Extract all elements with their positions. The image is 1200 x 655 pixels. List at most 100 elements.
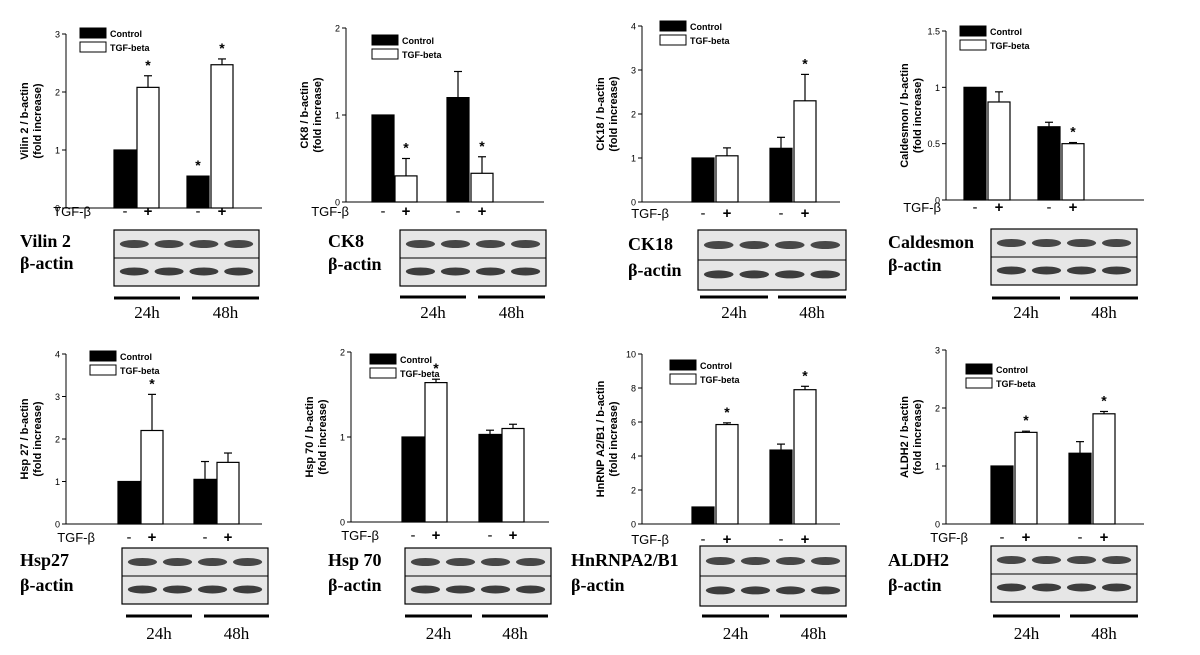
legend-swatch [959,25,987,37]
legend-swatch [965,363,993,375]
y-axis-label-line: (fold increase) [312,77,324,153]
treatment-sign: - [701,531,706,548]
protein-name: CK8 [328,231,364,251]
tgf-bar-24h [715,155,739,203]
treatment-label: TGF-β [57,530,95,545]
treatment-sign: - [1000,529,1005,546]
actin-band [232,585,263,594]
treatment-label: TGF-β [311,204,349,219]
protein-name: Hsp 70 [328,550,382,570]
treatment-sign: + [1069,199,1078,216]
protein-band [775,557,806,565]
y-tick-label: 0 [340,518,345,528]
y-axis-label-line: (fold increase) [912,399,924,475]
treatment-sign: + [1100,529,1109,546]
legend-swatch [79,27,107,39]
protein-band [162,558,193,566]
y-tick-label: 0 [335,198,340,208]
protein-band [774,241,805,249]
treatment-label: TGF-β [341,528,379,543]
control-bar-24h [691,157,715,203]
actin-band [162,585,193,594]
loading-control-name: β-actin [888,575,941,595]
protein-band [154,240,184,248]
y-tick-label: 2 [55,435,60,445]
tgf-bar-48h [793,389,817,525]
actin-band [1101,583,1132,592]
protein-name: Hsp27 [20,550,69,570]
legend-label: TGF-beta [700,375,740,385]
protein-band [996,556,1027,564]
treatment-sign: + [1022,529,1031,546]
treatment-sign: + [723,205,732,222]
treatment-sign: - [127,529,132,546]
y-tick-label: 4 [631,22,636,32]
control-bar-48h [1037,126,1061,201]
legend-label: Control [990,27,1022,37]
actin-band [1066,583,1097,592]
protein-band [480,558,511,566]
legend-label: TGF-beta [400,369,440,379]
y-tick-label: 1.5 [927,27,940,37]
actin-band [1066,266,1097,275]
control-bar-24h [990,465,1014,525]
protein-name: Vilin 2 [20,231,71,251]
y-axis-label-line: CK18 / b-actin [595,77,607,151]
legend-label: Control [402,36,434,46]
timepoint-label-24h: 24h [420,303,446,322]
treatment-label: TGF-β [631,532,669,547]
y-axis-label: Hsp 27 / b-actin (fold increase) [19,398,44,480]
treatment-sign: - [196,203,201,220]
loading-control-name: β-actin [20,253,73,273]
treatment-sign: + [432,527,441,544]
legend-label: Control [690,22,722,32]
actin-band [119,267,149,276]
treatment-sign: + [224,529,233,546]
protein-band [224,240,254,248]
protein-band [405,240,436,248]
legend-label: TGF-beta [996,379,1036,389]
significance-star: * [145,57,151,73]
control-bar-24h [963,86,987,201]
protein-name: HnRNPA2/B1 [571,550,679,570]
tgf-bar-24h [1014,431,1038,525]
actin-band [705,586,736,595]
treatment-sign: - [701,205,706,222]
panel-5: 0 1 2 3 4 Hsp 27 / b-actin (fold increase) * Con… [19,350,269,643]
y-tick-label: 1 [335,111,340,121]
actin-band [1101,266,1132,275]
control-bar-48h [1068,452,1092,525]
timepoint-label-48h: 48h [213,303,239,322]
actin-band [810,270,841,279]
control-bar-24h [113,149,137,209]
panel-6: 0 1 2 Hsp 70 / b-actin (fold increase) *Contr… [304,348,552,643]
legend-swatch [369,367,397,379]
tgf-bar-24h [394,175,418,203]
protein-band [1031,239,1062,247]
y-axis-label-line: Vilin 2 / b-actin [19,82,31,160]
timepoint-label-24h: 24h [721,303,747,322]
y-tick-label: 2 [340,348,345,358]
treatment-label: TGF-β [930,530,968,545]
treatment-sign: - [123,203,128,220]
y-axis-label-line: (fold increase) [32,401,44,477]
protein-name: CK18 [628,234,673,254]
y-axis-label: CK8 / b-actin (fold increase) [299,77,324,153]
treatment-label: TGF-β [631,206,669,221]
treatment-sign: + [509,527,518,544]
tgf-bar-48h [1061,143,1085,201]
protein-band [197,558,228,566]
protein-band [740,557,771,565]
tgf-bar-48h [793,100,817,203]
actin-band [189,267,219,276]
legend-swatch [371,48,399,60]
legend-swatch [89,364,117,376]
legend-label: TGF-beta [120,366,160,376]
actin-band [405,267,436,276]
protein-band [1101,239,1132,247]
y-tick-label: 3 [55,30,60,40]
treatment-sign: + [148,529,157,546]
legend-label: TGF-beta [110,43,150,53]
y-tick-label: 10 [626,350,636,360]
actin-band [480,585,511,594]
